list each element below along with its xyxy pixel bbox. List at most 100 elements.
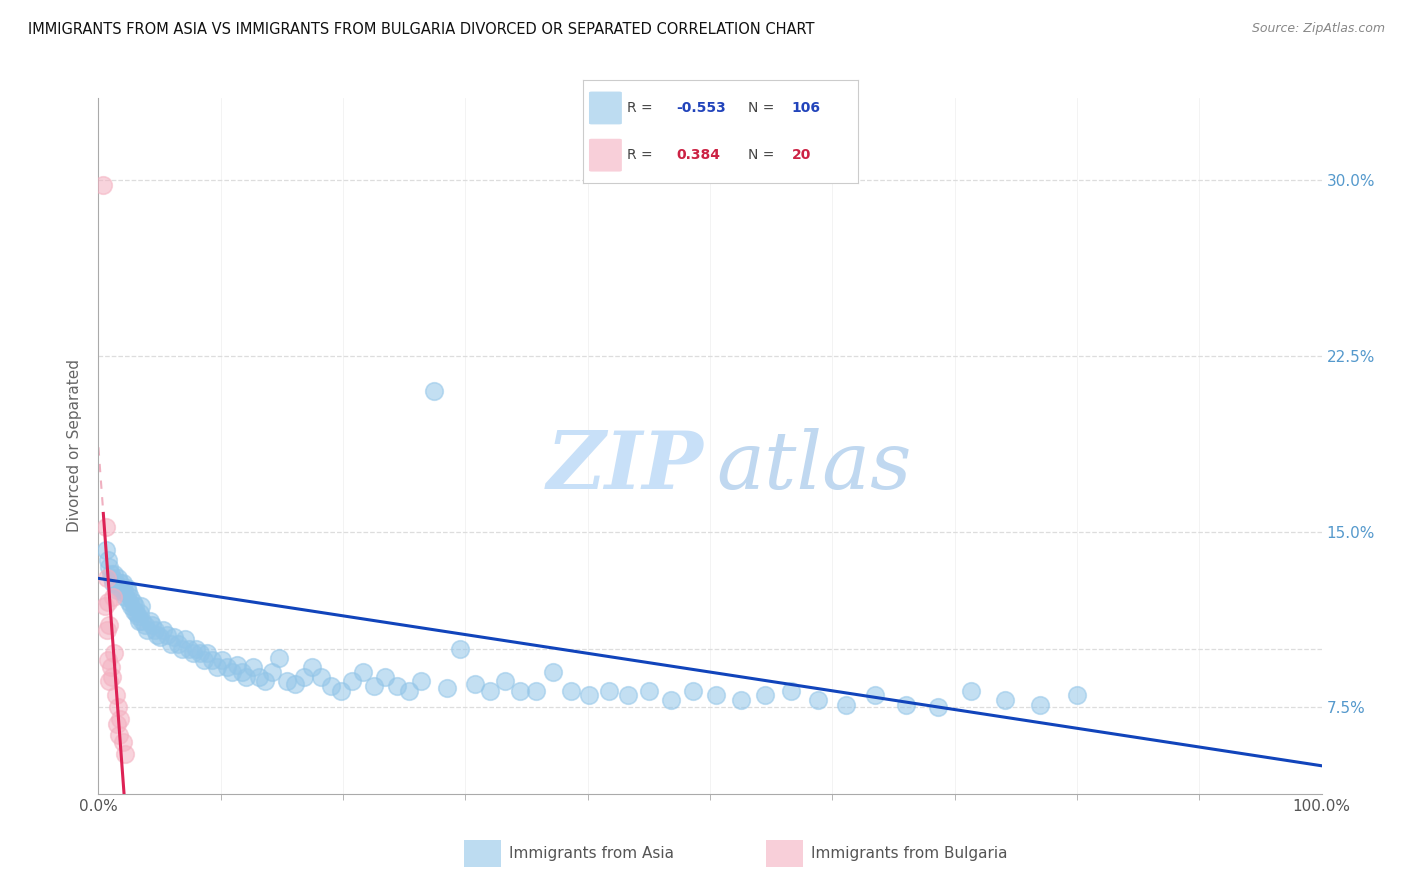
Point — [682, 683, 704, 698]
Point — [129, 607, 152, 621]
Point — [91, 178, 114, 192]
Point — [111, 576, 134, 591]
Point — [340, 674, 363, 689]
Point — [100, 566, 122, 581]
Point — [1066, 689, 1088, 703]
Point — [464, 677, 486, 691]
Point — [181, 646, 204, 660]
Point — [730, 693, 752, 707]
Point — [411, 674, 433, 689]
Point — [524, 683, 547, 698]
Text: 106: 106 — [792, 101, 821, 115]
Point — [105, 583, 128, 598]
Point — [329, 683, 352, 698]
Point — [450, 641, 472, 656]
Text: atlas: atlas — [716, 428, 911, 506]
Point — [97, 552, 120, 566]
Text: IMMIGRANTS FROM ASIA VS IMMIGRANTS FROM BULGARIA DIVORCED OR SEPARATED CORRELATI: IMMIGRANTS FROM ASIA VS IMMIGRANTS FROM … — [28, 22, 814, 37]
Point — [754, 689, 776, 703]
Point — [231, 665, 253, 679]
Point — [363, 679, 385, 693]
Point — [98, 618, 121, 632]
Point — [215, 660, 238, 674]
Text: R =: R = — [627, 148, 652, 162]
Text: Immigrants from Asia: Immigrants from Asia — [509, 847, 673, 861]
Point — [108, 581, 131, 595]
Point — [494, 674, 516, 689]
Point — [578, 689, 600, 703]
FancyBboxPatch shape — [589, 139, 621, 171]
Point — [111, 585, 134, 599]
Point — [835, 698, 858, 712]
Point — [262, 665, 284, 679]
Point — [167, 637, 190, 651]
Point — [120, 590, 142, 604]
Point — [807, 693, 830, 707]
Point — [205, 660, 228, 674]
FancyBboxPatch shape — [589, 92, 621, 124]
Point — [253, 674, 276, 689]
Point — [122, 604, 145, 618]
Point — [103, 646, 125, 660]
Point — [284, 677, 307, 691]
Point — [111, 735, 134, 749]
Point — [863, 689, 886, 703]
Point — [143, 623, 166, 637]
Point — [704, 689, 727, 703]
Point — [292, 670, 315, 684]
Point — [177, 641, 200, 656]
Point — [994, 693, 1017, 707]
Point — [128, 614, 150, 628]
Point — [103, 566, 125, 581]
Point — [478, 683, 501, 698]
Point — [319, 679, 342, 693]
Point — [436, 681, 458, 696]
Text: R =: R = — [627, 101, 652, 115]
Point — [156, 627, 179, 641]
Point — [211, 653, 233, 667]
Point — [125, 607, 148, 621]
Point — [598, 683, 620, 698]
Text: Immigrants from Bulgaria: Immigrants from Bulgaria — [811, 847, 1008, 861]
Point — [98, 559, 121, 574]
Point — [186, 641, 208, 656]
Point — [112, 583, 135, 598]
Point — [269, 651, 291, 665]
Point — [121, 595, 143, 609]
Point — [114, 747, 136, 761]
Point — [101, 670, 124, 684]
Point — [107, 700, 129, 714]
Point — [136, 623, 159, 637]
Text: 20: 20 — [792, 148, 811, 162]
Point — [242, 660, 264, 674]
Point — [101, 590, 124, 604]
Point — [163, 630, 186, 644]
Point — [97, 595, 120, 609]
Point — [422, 384, 444, 398]
Point — [301, 660, 323, 674]
Point — [225, 658, 247, 673]
Point — [98, 674, 121, 689]
Point — [309, 670, 332, 684]
Text: Source: ZipAtlas.com: Source: ZipAtlas.com — [1251, 22, 1385, 36]
Point — [129, 599, 152, 614]
Point — [927, 700, 949, 714]
Point — [96, 571, 118, 585]
Point — [149, 630, 172, 644]
Point — [118, 595, 141, 609]
Point — [139, 614, 162, 628]
Point — [174, 632, 197, 647]
Point — [276, 674, 298, 689]
Text: ZIP: ZIP — [547, 428, 704, 506]
Point — [385, 679, 408, 693]
Point — [96, 623, 118, 637]
Point — [188, 646, 211, 660]
Point — [352, 665, 374, 679]
Point — [134, 618, 156, 632]
Point — [120, 599, 142, 614]
Point — [374, 670, 396, 684]
Text: -0.553: -0.553 — [676, 101, 727, 115]
Point — [101, 571, 124, 585]
Point — [543, 665, 565, 679]
Point — [221, 665, 243, 679]
